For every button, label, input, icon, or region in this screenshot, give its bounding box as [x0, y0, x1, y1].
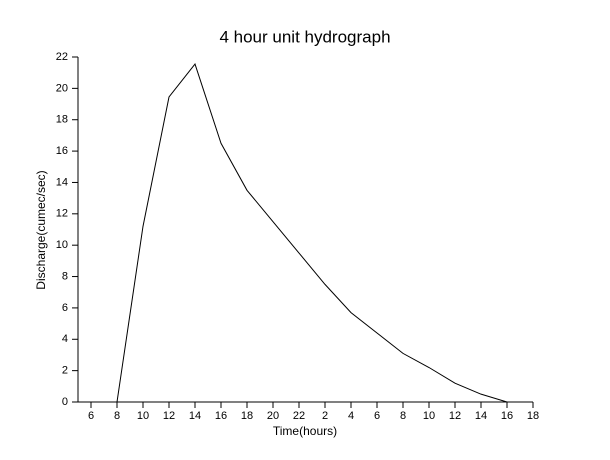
x-tick-label: 16 [501, 410, 513, 422]
x-tick-label: 8 [400, 410, 406, 422]
x-tick-label: 14 [475, 410, 487, 422]
y-tick-label: 10 [56, 239, 68, 251]
y-tick-label: 20 [56, 82, 68, 94]
x-tick-label: 10 [137, 410, 149, 422]
y-tick-label: 6 [62, 302, 68, 314]
y-tick-label: 8 [62, 270, 68, 282]
x-tick-label: 16 [215, 410, 227, 422]
x-tick-label: 22 [293, 410, 305, 422]
x-tick-label: 8 [114, 410, 120, 422]
x-tick-label: 6 [374, 410, 380, 422]
y-axis-label: Discharge(cumec/sec) [34, 170, 48, 289]
chart-title: 4 hour unit hydrograph [219, 27, 390, 46]
y-tick-label: 0 [62, 396, 68, 408]
x-tick-label: 20 [267, 410, 279, 422]
y-tick-label: 18 [56, 114, 68, 126]
y-tick-label: 14 [56, 176, 68, 188]
y-tick-label: 16 [56, 145, 68, 157]
x-tick-label: 4 [348, 410, 354, 422]
x-tick-label: 14 [189, 410, 201, 422]
x-tick-label: 6 [88, 410, 94, 422]
x-tick-label: 2 [322, 410, 328, 422]
x-tick-label: 12 [449, 410, 461, 422]
y-tick-label: 22 [56, 51, 68, 63]
x-tick-label: 18 [241, 410, 253, 422]
data-line [116, 63, 508, 403]
x-axis-label: Time(hours) [273, 424, 337, 438]
y-tick-label: 2 [62, 365, 68, 377]
x-tick-label: 10 [423, 410, 435, 422]
x-tick-label: 12 [163, 410, 175, 422]
y-tick-label: 4 [62, 333, 68, 345]
x-tick-label: 18 [527, 410, 539, 422]
y-tick-label: 12 [56, 208, 68, 220]
